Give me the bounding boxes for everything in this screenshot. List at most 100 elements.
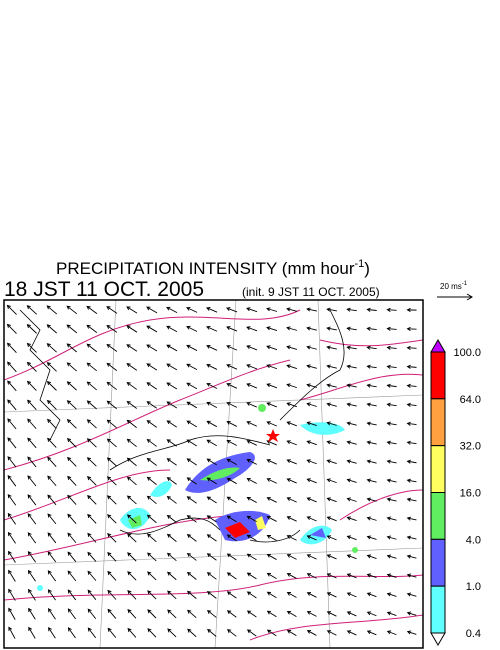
wind-vector bbox=[286, 307, 298, 312]
wind-vector bbox=[366, 611, 377, 617]
wind-vector bbox=[7, 380, 17, 392]
wind-vector bbox=[66, 400, 77, 410]
wind-vector bbox=[166, 306, 178, 314]
wind-vector bbox=[326, 440, 337, 445]
wind-vector bbox=[366, 383, 377, 388]
wind-vector bbox=[126, 382, 138, 390]
wind-vector bbox=[47, 608, 56, 620]
wind-vector bbox=[186, 496, 197, 504]
wind-vector bbox=[126, 476, 137, 486]
wind-vector bbox=[46, 399, 57, 410]
vector-scale-label: 20 ms-1 bbox=[440, 281, 468, 291]
wind-vector bbox=[186, 420, 198, 428]
wind-vector bbox=[106, 362, 118, 371]
wind-vector bbox=[326, 345, 337, 350]
wind-vector bbox=[226, 345, 238, 351]
vector-scale-text: 20 ms bbox=[440, 282, 462, 291]
wind-vector bbox=[126, 495, 137, 505]
wind-vector bbox=[106, 476, 117, 486]
wind-vector bbox=[306, 554, 317, 560]
map-frame bbox=[3, 299, 424, 649]
wind-vector bbox=[86, 419, 97, 429]
wind-vector bbox=[286, 554, 297, 560]
wind-vector bbox=[246, 402, 258, 408]
wind-vector bbox=[266, 307, 278, 312]
wind-vector bbox=[366, 497, 377, 502]
wind-vector bbox=[86, 362, 98, 372]
wind-vector bbox=[406, 440, 417, 445]
title-text: PRECIPITATION INTENSITY (mm hour bbox=[56, 259, 355, 278]
wind-vector bbox=[166, 363, 178, 371]
wind-vector bbox=[226, 364, 238, 370]
wind-vector bbox=[386, 364, 397, 369]
wind-vector bbox=[246, 515, 257, 523]
wind-vector bbox=[106, 457, 117, 467]
colorbar-label: 4.0 bbox=[466, 534, 481, 546]
wind-vector bbox=[66, 324, 78, 334]
wind-vector bbox=[386, 440, 397, 445]
wind-vector bbox=[86, 381, 97, 391]
wind-vector bbox=[26, 380, 37, 391]
wind-vector bbox=[226, 534, 237, 542]
wind-vector bbox=[266, 421, 277, 427]
wind-vector bbox=[28, 607, 36, 620]
wind-vector bbox=[346, 421, 357, 426]
wind-vector bbox=[266, 478, 277, 484]
wind-vector bbox=[28, 588, 36, 601]
wind-vector bbox=[186, 552, 197, 561]
wind-vector bbox=[386, 497, 397, 502]
wind-vector bbox=[186, 534, 197, 542]
wind-vector bbox=[386, 345, 397, 350]
wind-vector bbox=[86, 343, 98, 353]
wind-vector bbox=[106, 381, 118, 391]
wind-vector bbox=[386, 516, 397, 521]
wind-vector bbox=[47, 532, 57, 544]
wind-vector bbox=[26, 342, 37, 353]
wind-vector bbox=[286, 497, 297, 503]
wind-vector bbox=[366, 592, 377, 598]
wind-vector bbox=[107, 551, 117, 562]
wind-vector bbox=[146, 382, 158, 390]
wind-vector bbox=[306, 364, 317, 369]
wind-vector bbox=[306, 421, 317, 427]
wind-vector bbox=[107, 570, 117, 581]
wind-vector bbox=[186, 363, 198, 371]
wind-vector bbox=[266, 326, 278, 332]
wind-vector bbox=[27, 494, 37, 506]
wind-vector bbox=[286, 383, 298, 389]
wind-vector bbox=[246, 459, 257, 465]
wind-vector bbox=[326, 402, 337, 407]
wind-vector bbox=[206, 401, 218, 408]
wind-vector bbox=[346, 497, 357, 502]
wind-vector bbox=[346, 326, 357, 331]
wind-vector bbox=[366, 554, 377, 559]
wind-vector bbox=[106, 306, 118, 314]
wind-vector bbox=[106, 419, 117, 429]
wind-vector bbox=[366, 421, 377, 426]
wind-vector bbox=[346, 459, 357, 464]
wind-vector bbox=[306, 459, 317, 465]
wind-vector bbox=[87, 551, 97, 562]
wind-vector bbox=[186, 515, 197, 523]
wind-vector bbox=[47, 456, 57, 467]
wind-vector bbox=[386, 573, 397, 578]
wind-vector bbox=[167, 609, 177, 619]
wind-vector bbox=[106, 343, 118, 352]
wind-vector bbox=[346, 478, 357, 483]
wind-vector bbox=[266, 591, 277, 599]
wind-vector bbox=[226, 515, 237, 523]
wind-vector bbox=[7, 418, 17, 430]
wind-vector bbox=[206, 609, 217, 618]
wind-vector bbox=[47, 513, 57, 525]
wind-vector bbox=[6, 342, 17, 354]
wind-vector bbox=[306, 402, 317, 407]
wind-vector bbox=[226, 402, 238, 408]
wind-vector bbox=[266, 402, 278, 408]
wind-vector bbox=[146, 401, 158, 409]
wind-vector bbox=[67, 570, 77, 582]
wind-vector bbox=[246, 591, 257, 599]
wind-vector bbox=[246, 326, 258, 332]
wind-vector bbox=[87, 494, 97, 505]
wind-vector bbox=[126, 306, 138, 314]
